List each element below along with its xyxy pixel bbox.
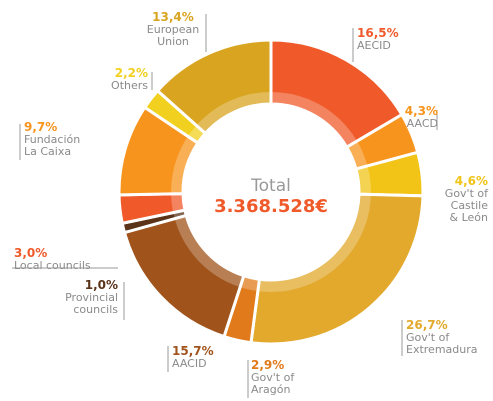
value-label: 9,7%	[24, 120, 58, 134]
category-label: AACID	[172, 357, 207, 370]
category-label: Fundación La Caixa	[24, 133, 81, 158]
category-label: European Union	[146, 23, 200, 48]
segment-label: 13,4% European Union	[120, 10, 226, 48]
center-label: Total	[251, 176, 291, 196]
segment-label: 3,0% Local councils	[14, 246, 91, 272]
value-label: 26,7%	[406, 318, 448, 332]
category-label: Gov't of Castile & León	[444, 187, 488, 224]
category-label: AACD	[406, 117, 438, 130]
segment-label: 15,7% AACID	[172, 344, 214, 370]
value-label: 13,4%	[152, 10, 194, 24]
segment	[155, 38, 273, 136]
segment-label: 26,7% Gov't of Extremadura	[406, 318, 478, 356]
segment-label: 9,7% Fundación La Caixa	[24, 120, 80, 158]
value-label: 2,2%	[114, 66, 148, 80]
value-label: 16,5%	[357, 26, 399, 40]
category-label: AECID	[357, 39, 391, 52]
category-label: Local councils	[14, 259, 91, 272]
segment	[249, 192, 425, 346]
total: 3.368.528€	[214, 196, 328, 217]
segment-label: 2,9% Gov't of Aragón	[251, 358, 294, 396]
category-label: Gov't of Extremadura	[406, 331, 478, 356]
segment-label: 2,2% Others	[90, 66, 148, 92]
value-label: 4,6%	[454, 174, 488, 188]
segment-label: 4,6% Gov't of Castile & León	[430, 174, 488, 224]
category-label: Provincial councils	[65, 291, 118, 316]
segment-label: 1,0% Provincial councils	[60, 278, 118, 316]
segment-label: 4,3% AACD	[380, 104, 438, 130]
inner-band	[171, 92, 371, 292]
value-label: 15,7%	[172, 344, 214, 358]
segment-label: 16,5% AECID	[357, 26, 399, 52]
category-label: Gov't of Aragón	[251, 371, 295, 396]
donut	[117, 38, 425, 346]
value-label: 3,0%	[14, 246, 48, 260]
value-label: 4,3%	[404, 104, 438, 118]
value-label: 1,0%	[84, 278, 118, 292]
leader-lines	[12, 14, 438, 398]
category-label: Others	[111, 79, 148, 92]
value-label: 2,9%	[251, 358, 285, 372]
